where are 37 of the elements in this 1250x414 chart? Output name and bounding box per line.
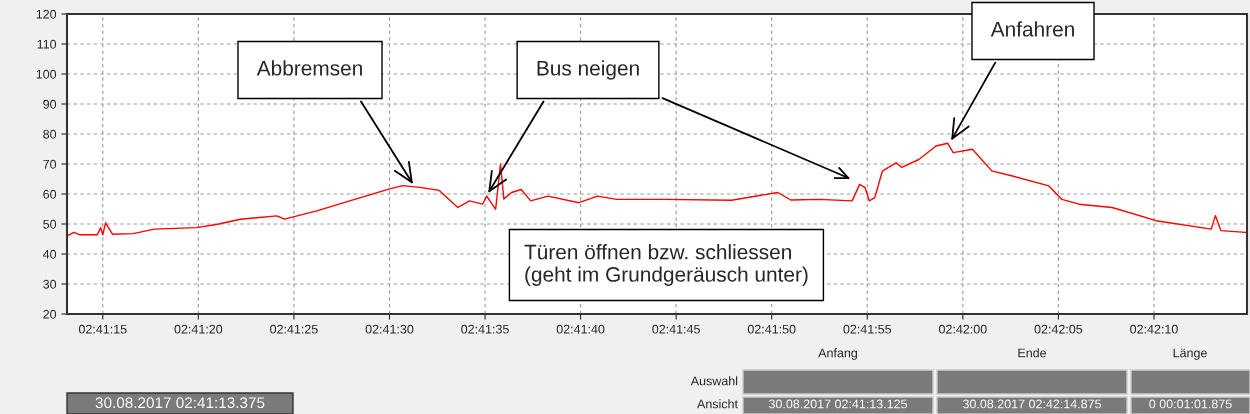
x-tick-label: 02:41:35	[461, 324, 509, 334]
y-tick-label: 100	[36, 69, 57, 79]
annotation: Abbremsen	[256, 60, 362, 76]
y-tick-label: 110	[37, 39, 57, 49]
text: Auswahl	[690, 376, 738, 386]
text: Ansicht	[697, 399, 738, 409]
text: 30.08.2017 02:42:14.875	[962, 399, 1101, 409]
text: 30.08.2017 02:41:13.125	[768, 399, 907, 409]
y-tick-label: 80	[43, 129, 57, 139]
x-tick-label: 02:41:50	[747, 324, 796, 334]
x-tick-label: 02:41:40	[556, 324, 605, 334]
x-tick-label: 02:42:05	[1034, 324, 1083, 334]
annotation: Anfahren	[990, 21, 1074, 37]
y-tick-label: 120	[36, 9, 57, 19]
y-tick-label: 30	[43, 279, 57, 289]
x-tick-label: 02:42:10	[1130, 324, 1178, 334]
text: 30.08.2017 02:41:13.375	[95, 397, 265, 409]
annotation: Türen öffnen bzw. schliessen (geht im Grundgeräusch unter)	[524, 244, 808, 286]
text: Länge	[1173, 348, 1207, 360]
x-tick-label: 02:41:25	[270, 324, 318, 334]
line-series	[67, 142, 1247, 237]
y-tick-label: 70	[43, 159, 57, 169]
y-tick-label: 90	[43, 99, 57, 109]
y-tick-label: 20	[43, 309, 57, 319]
x-tick-label: 02:42:00	[939, 324, 987, 334]
x-tick-label: 02:41:20	[174, 324, 223, 334]
x-tick-label: 02:41:30	[365, 324, 414, 334]
text: Anfang	[818, 348, 857, 360]
x-tick-label: 02:41:45	[652, 324, 700, 334]
text: 0 00:01:01.875	[1149, 399, 1232, 409]
x-tick-label: 02:41:55	[843, 324, 892, 334]
x-tick-label: 02:41:15	[78, 324, 127, 334]
text: Ende	[1018, 348, 1047, 358]
annotation: Bus neigen	[537, 60, 639, 80]
y-tick-label: 50	[43, 219, 57, 229]
y-tick-label: 60	[43, 189, 57, 199]
y-tick-label: 40	[42, 249, 57, 259]
